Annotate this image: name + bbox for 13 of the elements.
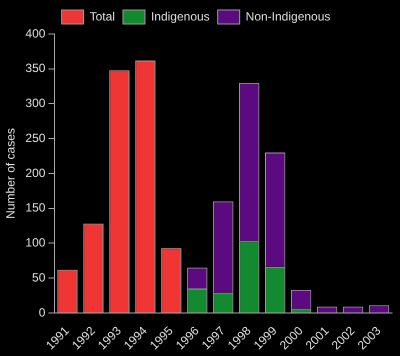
legend-label: Non-Indigenous [246, 9, 330, 24]
legend-label: Indigenous [150, 9, 210, 24]
y-tick-label: 250 [25, 130, 46, 145]
y-tick-label: 200 [25, 166, 46, 180]
y-tick-label: 50 [32, 270, 46, 284]
y-tick-label: 350 [25, 61, 46, 76]
y-tick-label: 150 [25, 200, 46, 215]
y-axis-title: Number of cases [4, 128, 18, 219]
y-tick-label: 0 [38, 305, 46, 320]
y-tick-label: 100 [25, 236, 46, 250]
y-tick-label: 300 [25, 96, 46, 110]
y-tick-label: 400 [25, 26, 46, 40]
legend-label: Total [90, 9, 115, 24]
